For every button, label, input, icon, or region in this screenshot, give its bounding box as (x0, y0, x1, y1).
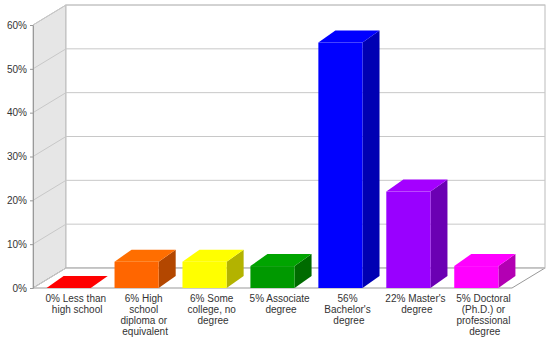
grid-line (33, 93, 545, 113)
bar-top (454, 254, 515, 266)
walls (33, 5, 545, 288)
x-tick-label-line: diploma or (120, 315, 169, 326)
x-tick-label-line: college, no (187, 304, 238, 315)
x-tick-label-line: school (129, 304, 161, 315)
y-tick-label: 0% (13, 283, 28, 294)
y-tick-label: 30% (7, 151, 27, 162)
y-tick: 40% (7, 107, 33, 118)
x-tick-label-line: 5% Doctoral (456, 293, 513, 304)
y-tick-label: 50% (7, 64, 27, 75)
y-tick: 60% (7, 20, 33, 31)
grid-line (33, 224, 545, 244)
x-tick-label-line: 6% Some (190, 293, 236, 304)
bar-side (430, 180, 447, 288)
x-tick-label-line: 5% Associate (250, 293, 313, 304)
grid-line (33, 137, 545, 157)
x-tick-label-line: 0% Less than (45, 293, 108, 304)
y-axis-line (33, 26, 34, 289)
grid-line (33, 49, 545, 69)
bar-top (250, 254, 311, 266)
y-tick-label: 20% (7, 195, 27, 206)
bar (115, 250, 176, 288)
bar-front (182, 262, 226, 288)
y-tick-label: 60% (7, 20, 27, 31)
bar-front (386, 192, 430, 288)
x-tick-label: 5% Doctoral (Ph.D.) or professional degr… (456, 293, 513, 337)
x-tick-label-line: Bachelor's (324, 304, 373, 315)
x-tick-label-line: degree (265, 304, 297, 315)
x-labels: 0% Less than high school 6% High school d… (45, 293, 513, 337)
x-tick-label-line: professional (456, 315, 513, 326)
y-tick-mark (30, 157, 33, 158)
grid (33, 5, 545, 288)
grid-line (33, 5, 545, 25)
y-tick-mark (30, 244, 33, 245)
x-tick-label-line: degree (333, 315, 365, 326)
y-tick: 20% (7, 195, 33, 206)
x-tick-label: 0% Less than high school (45, 293, 108, 315)
bar-top (115, 250, 176, 262)
bar-top (386, 180, 447, 192)
x-tick-label: 56% Bachelor's degree (324, 293, 373, 326)
x-tick-label-line: degree (469, 326, 501, 337)
x-tick-label-line: 6% High (125, 293, 166, 304)
x-tick-label-line: 22% Master's (385, 293, 448, 304)
y-tick-mark (30, 25, 33, 26)
y-tick-label: 10% (7, 239, 27, 250)
x-tick-label-line: equivalent (122, 326, 168, 337)
x-tick-label: 6% Some college, no degree (187, 293, 238, 326)
y-tick: 50% (7, 64, 33, 75)
bar-front (250, 266, 294, 288)
x-tick-label-line: high school (52, 304, 103, 315)
bars (47, 31, 516, 288)
bar (386, 180, 447, 288)
bar-top (182, 250, 243, 262)
x-tick-label-line: degree (401, 304, 433, 315)
y-tick-label: 40% (7, 107, 27, 118)
bar-front (454, 266, 498, 288)
x-tick-label: 6% High school diploma or equivalent (120, 293, 169, 337)
x-tick-label-line: 56% (338, 293, 361, 304)
y-tick-mark (30, 69, 33, 70)
y-tick: 0% (13, 283, 33, 294)
bar-top (47, 276, 108, 288)
bar (250, 254, 311, 288)
x-tick-label: 5% Associate degree (250, 293, 313, 315)
y-tick: 30% (7, 151, 33, 162)
bar-front (115, 262, 159, 288)
y-tick-mark (30, 200, 33, 201)
bar-side (363, 31, 380, 288)
y-tick: 10% (7, 239, 33, 250)
x-tick-label: 22% Master's degree (385, 293, 448, 315)
y-tick-mark (30, 113, 33, 114)
y-tick-mark (30, 288, 33, 289)
y-axis: 0% 10% 20% 30% 40% 50% 60% (7, 20, 34, 294)
bar-front (318, 43, 362, 288)
bar (47, 276, 108, 288)
grid-line (33, 180, 545, 200)
x-tick-label-line: (Ph.D.) or (462, 304, 508, 315)
x-tick-label-line: degree (197, 315, 229, 326)
bar-top (318, 31, 379, 43)
bar (182, 250, 243, 288)
bar (454, 254, 515, 288)
bar (318, 31, 379, 288)
